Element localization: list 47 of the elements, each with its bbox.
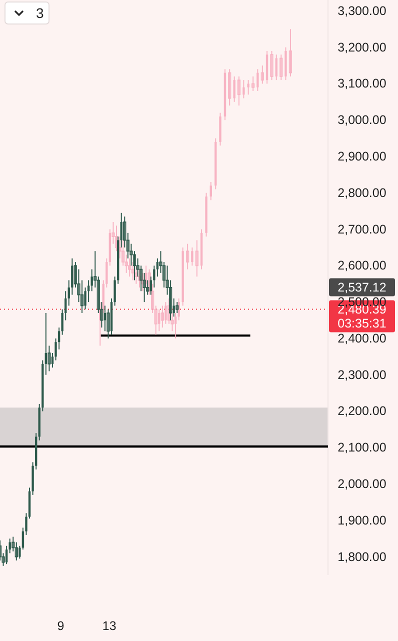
candlestick bbox=[158, 308, 160, 332]
y-tick-label: 2,900.00 bbox=[338, 149, 386, 164]
text: 2,537.12 bbox=[338, 280, 386, 295]
annotation: 3 bbox=[36, 4, 44, 21]
x-tick-label: 13 bbox=[102, 618, 116, 633]
x-tick-label: 9 bbox=[57, 618, 64, 633]
candlestick bbox=[191, 246, 194, 266]
candlestick bbox=[280, 54, 283, 81]
y-tick-label: 3,300.00 bbox=[338, 4, 386, 18]
candlestick bbox=[270, 50, 274, 81]
y-tick-label: 2,100.00 bbox=[338, 440, 386, 455]
candlestick bbox=[5, 545, 8, 565]
y-tick-label: 2,700.00 bbox=[338, 222, 386, 236]
y-tick-label: 3,100.00 bbox=[338, 76, 386, 91]
candlestick bbox=[160, 305, 164, 328]
candlestick bbox=[260, 65, 264, 84]
y-tick-label: 2,400.00 bbox=[338, 331, 386, 346]
candlestick bbox=[195, 240, 198, 278]
candlestick bbox=[242, 80, 245, 99]
candlestick bbox=[233, 76, 236, 102]
candlestick bbox=[256, 68, 259, 92]
y-tick-label: 2,000.00 bbox=[338, 477, 386, 492]
candlestick bbox=[288, 28, 292, 77]
candlestick bbox=[228, 68, 232, 106]
y-tick-label: 2,200.00 bbox=[338, 404, 386, 418]
candlestick bbox=[237, 76, 241, 106]
candlestick bbox=[186, 243, 190, 270]
candlestick bbox=[247, 80, 250, 96]
candlestick bbox=[134, 265, 138, 284]
candlestick bbox=[141, 272, 144, 292]
candlestick bbox=[164, 302, 167, 324]
y-tick-label: 1,800.00 bbox=[338, 550, 386, 564]
y-tick-label: 3,200.00 bbox=[338, 40, 386, 54]
candlestick bbox=[114, 225, 118, 252]
candlestick bbox=[275, 54, 278, 81]
candlestick bbox=[251, 76, 255, 92]
y-tick-label: 1,900.00 bbox=[338, 513, 386, 528]
y-tick-label: 2,300.00 bbox=[338, 368, 386, 382]
candlestick bbox=[44, 312, 48, 376]
dropdown-button: 3 bbox=[4, 2, 50, 24]
text: 03:35:31 bbox=[338, 316, 386, 331]
candlestick bbox=[176, 302, 179, 314]
y-tick-label: 3,000.00 bbox=[338, 113, 386, 128]
candlestick bbox=[210, 181, 212, 201]
candlestick bbox=[131, 262, 134, 281]
y-tick-label: 2,600.00 bbox=[338, 258, 386, 273]
y-tick-label: 2,800.00 bbox=[338, 186, 386, 200]
